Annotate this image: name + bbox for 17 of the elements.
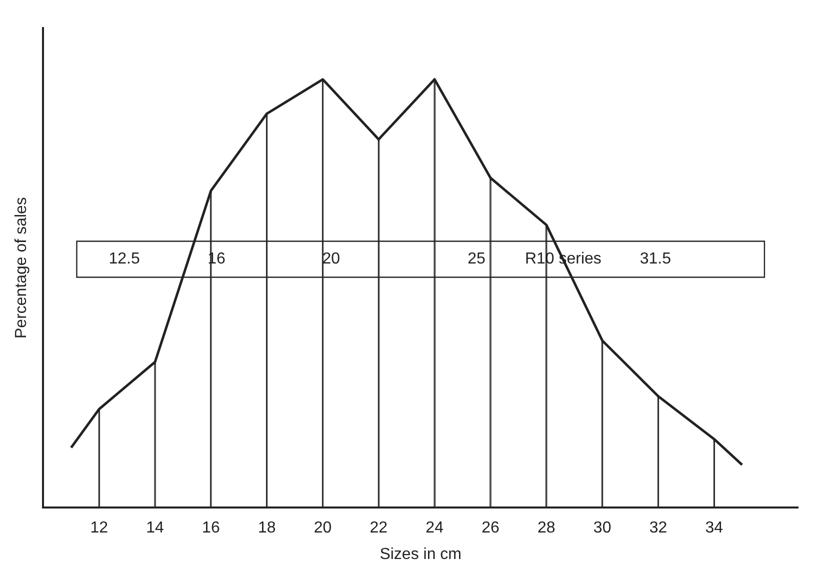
x-tick-label: 34 [705, 520, 724, 537]
x-tick-label: 14 [146, 520, 164, 537]
annotation: 31.5 [640, 250, 672, 268]
x-tick-label: 28 [538, 520, 556, 537]
x-tick-label: 32 [649, 520, 668, 537]
x-tick-label: 26 [482, 520, 500, 537]
x-tick-label: 30 [593, 520, 612, 537]
x-tick-label: 20 [314, 520, 332, 537]
x-tick-label: 18 [258, 520, 276, 537]
annotation: 12.5 [108, 250, 140, 268]
x-tick-label: 12 [90, 520, 108, 537]
y-axis-title: Percentage of sales [13, 197, 30, 339]
x-tick-label: 22 [370, 520, 388, 537]
x-tick-label: 24 [426, 520, 444, 537]
x-axis-title: Sizes in cm [380, 546, 462, 563]
x-tick-label: 16 [202, 520, 220, 537]
annotation: 25 [468, 250, 486, 268]
